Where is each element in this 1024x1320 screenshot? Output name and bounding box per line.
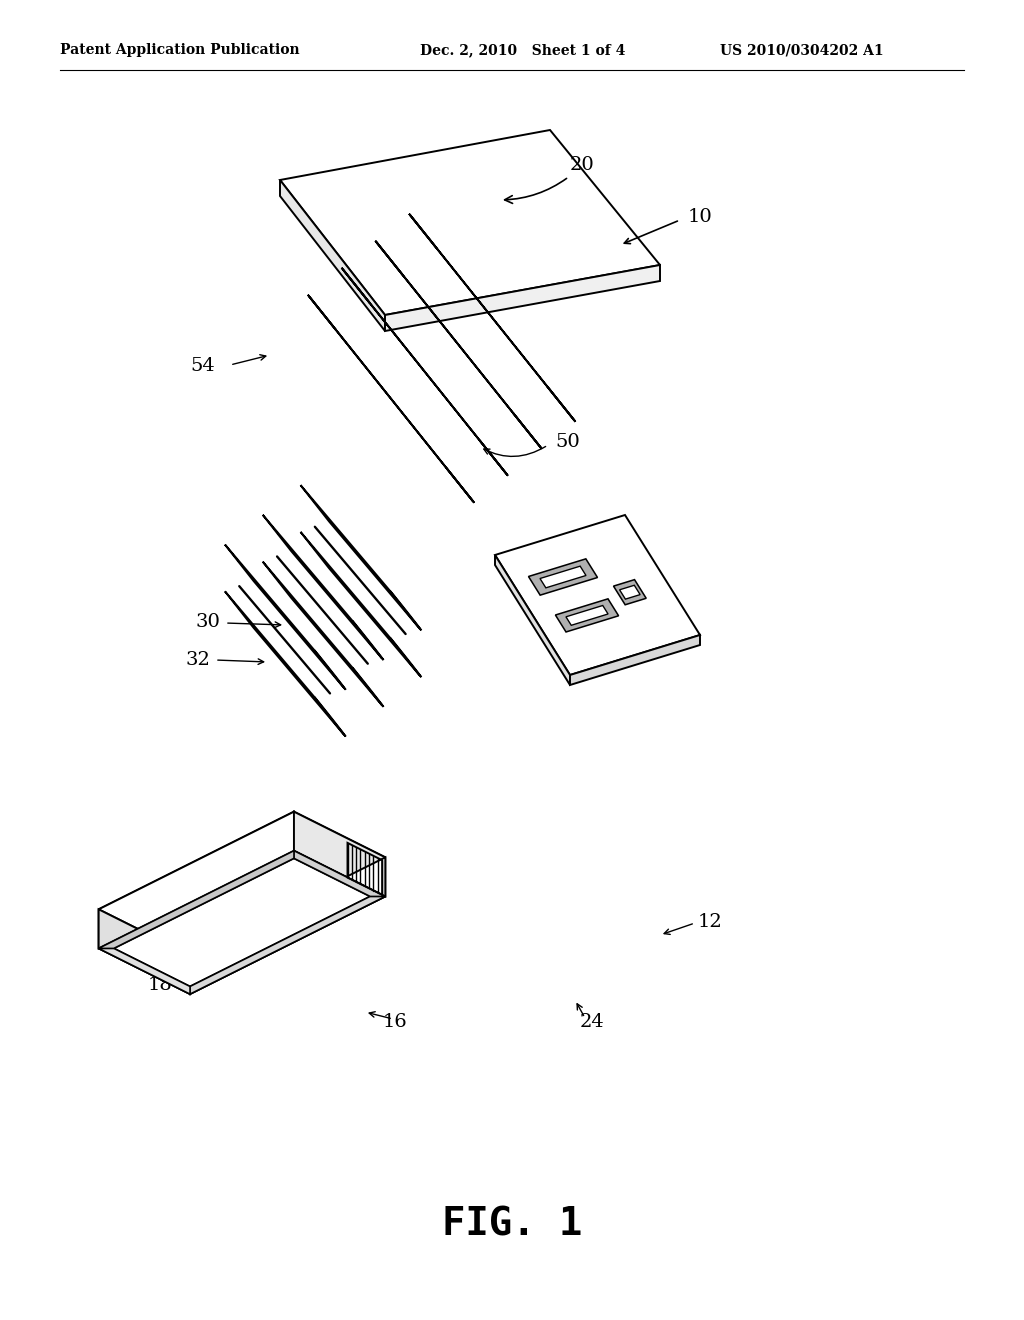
Polygon shape xyxy=(620,585,640,599)
Polygon shape xyxy=(98,812,294,948)
Polygon shape xyxy=(613,579,646,605)
Text: 20: 20 xyxy=(505,156,595,203)
Polygon shape xyxy=(555,599,618,632)
Polygon shape xyxy=(280,180,385,331)
Text: 14: 14 xyxy=(280,894,305,911)
Polygon shape xyxy=(390,591,421,631)
Text: 54: 54 xyxy=(190,356,215,375)
Text: 50: 50 xyxy=(555,433,580,451)
Polygon shape xyxy=(98,850,294,948)
Polygon shape xyxy=(294,812,385,896)
Polygon shape xyxy=(301,532,420,676)
Polygon shape xyxy=(263,561,382,705)
Polygon shape xyxy=(410,215,574,421)
Polygon shape xyxy=(294,850,385,896)
Polygon shape xyxy=(314,697,346,737)
Polygon shape xyxy=(479,441,508,475)
Polygon shape xyxy=(528,558,597,595)
Text: FIG. 1: FIG. 1 xyxy=(442,1206,582,1243)
Polygon shape xyxy=(190,858,385,994)
Polygon shape xyxy=(445,467,474,503)
Polygon shape xyxy=(376,242,541,447)
Polygon shape xyxy=(385,265,660,331)
Polygon shape xyxy=(98,850,385,994)
Polygon shape xyxy=(352,620,383,660)
Polygon shape xyxy=(566,606,608,626)
Polygon shape xyxy=(309,296,473,502)
Text: 24: 24 xyxy=(580,1012,605,1031)
Polygon shape xyxy=(376,240,403,276)
Text: US 2010/0304202 A1: US 2010/0304202 A1 xyxy=(720,44,884,57)
Polygon shape xyxy=(409,214,437,249)
Text: 18: 18 xyxy=(147,975,172,994)
Polygon shape xyxy=(225,545,344,688)
Polygon shape xyxy=(225,591,344,735)
Polygon shape xyxy=(98,909,190,994)
Polygon shape xyxy=(314,651,346,690)
Polygon shape xyxy=(114,858,371,986)
Text: 30: 30 xyxy=(196,612,220,631)
Polygon shape xyxy=(342,268,370,304)
Polygon shape xyxy=(495,554,570,685)
Polygon shape xyxy=(547,387,575,422)
Text: 10: 10 xyxy=(688,209,713,226)
Polygon shape xyxy=(308,294,336,330)
Polygon shape xyxy=(352,668,383,706)
Text: Dec. 2, 2010   Sheet 1 of 4: Dec. 2, 2010 Sheet 1 of 4 xyxy=(420,44,626,57)
Text: 16: 16 xyxy=(383,1012,408,1031)
Polygon shape xyxy=(390,638,421,677)
Text: Patent Application Publication: Patent Application Publication xyxy=(60,44,300,57)
Polygon shape xyxy=(540,566,586,587)
Polygon shape xyxy=(98,812,385,954)
Polygon shape xyxy=(190,896,385,994)
Polygon shape xyxy=(301,486,420,628)
Text: 12: 12 xyxy=(698,913,723,931)
Polygon shape xyxy=(98,948,190,994)
Polygon shape xyxy=(280,129,660,315)
Text: 32: 32 xyxy=(185,651,210,669)
Text: 40: 40 xyxy=(600,553,625,572)
Polygon shape xyxy=(513,413,542,449)
Polygon shape xyxy=(570,635,700,685)
Polygon shape xyxy=(263,515,382,659)
Polygon shape xyxy=(495,515,700,675)
Polygon shape xyxy=(343,269,507,474)
